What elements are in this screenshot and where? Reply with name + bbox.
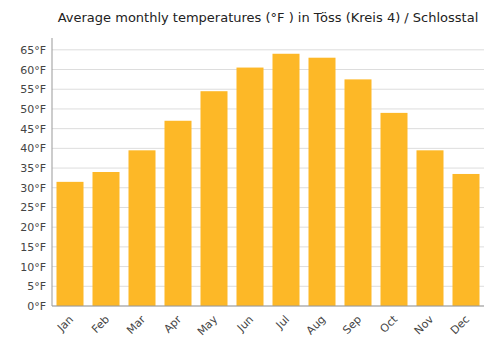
y-tick-label: 0°F (27, 300, 46, 313)
x-tick-label: Apr (161, 313, 184, 336)
bar (309, 58, 336, 306)
y-tick-label: 30°F (20, 182, 46, 195)
bars (57, 54, 480, 306)
grid-line (52, 108, 484, 109)
y-tick-label: 65°F (20, 44, 46, 57)
bar (57, 182, 84, 306)
bar (237, 68, 264, 306)
grid-line (52, 128, 484, 129)
y-tick-label: 40°F (20, 142, 46, 155)
bar (165, 121, 192, 306)
y-tick-label: 10°F (20, 261, 46, 274)
y-tick-label: 50°F (20, 103, 46, 116)
y-tick-label: 35°F (20, 162, 46, 175)
title: Average monthly temperatures (°F ) in Tö… (58, 10, 479, 25)
y-tick-label: 60°F (20, 64, 46, 77)
y-tick-label: 5°F (27, 280, 46, 293)
x-tick-label: Nov (412, 313, 437, 338)
bar (453, 174, 480, 306)
x-tick-label: Jul (273, 313, 292, 332)
x-tick-label: May (195, 313, 221, 339)
y-tick-label: 25°F (20, 201, 46, 214)
bar (381, 113, 408, 306)
y-tick-label: 20°F (20, 221, 46, 234)
y-axis-line (52, 38, 53, 306)
x-tick-label: Dec (448, 313, 472, 337)
grid-line (52, 49, 484, 50)
x-axis-line (52, 306, 484, 307)
bar (273, 54, 300, 306)
bar (417, 150, 444, 306)
bar (129, 150, 156, 306)
x-tick-label: Feb (89, 313, 112, 336)
x-tick-label: Jan (54, 313, 76, 335)
y-tick-label: 15°F (20, 241, 46, 254)
bar (201, 91, 228, 306)
y-grid (52, 50, 484, 306)
grid-line (52, 306, 484, 307)
grid-line (52, 89, 484, 90)
x-tick-label: Sep (340, 313, 364, 337)
grid-line (52, 148, 484, 149)
y-tick-label: 55°F (20, 83, 46, 96)
chart-svg: Average monthly temperatures (°F ) in Tö… (0, 0, 500, 350)
grid-line (52, 69, 484, 70)
x-tick-label: Jun (234, 313, 256, 335)
x-tick-label: Aug (304, 313, 328, 337)
x-tick-label: Mar (124, 313, 148, 337)
x-tick-label: Oct (377, 312, 400, 335)
y-tick-label: 45°F (20, 123, 46, 136)
chart-container: Average monthly temperatures (°F ) in Tö… (0, 0, 500, 350)
bar (93, 172, 120, 306)
bar (345, 79, 372, 306)
